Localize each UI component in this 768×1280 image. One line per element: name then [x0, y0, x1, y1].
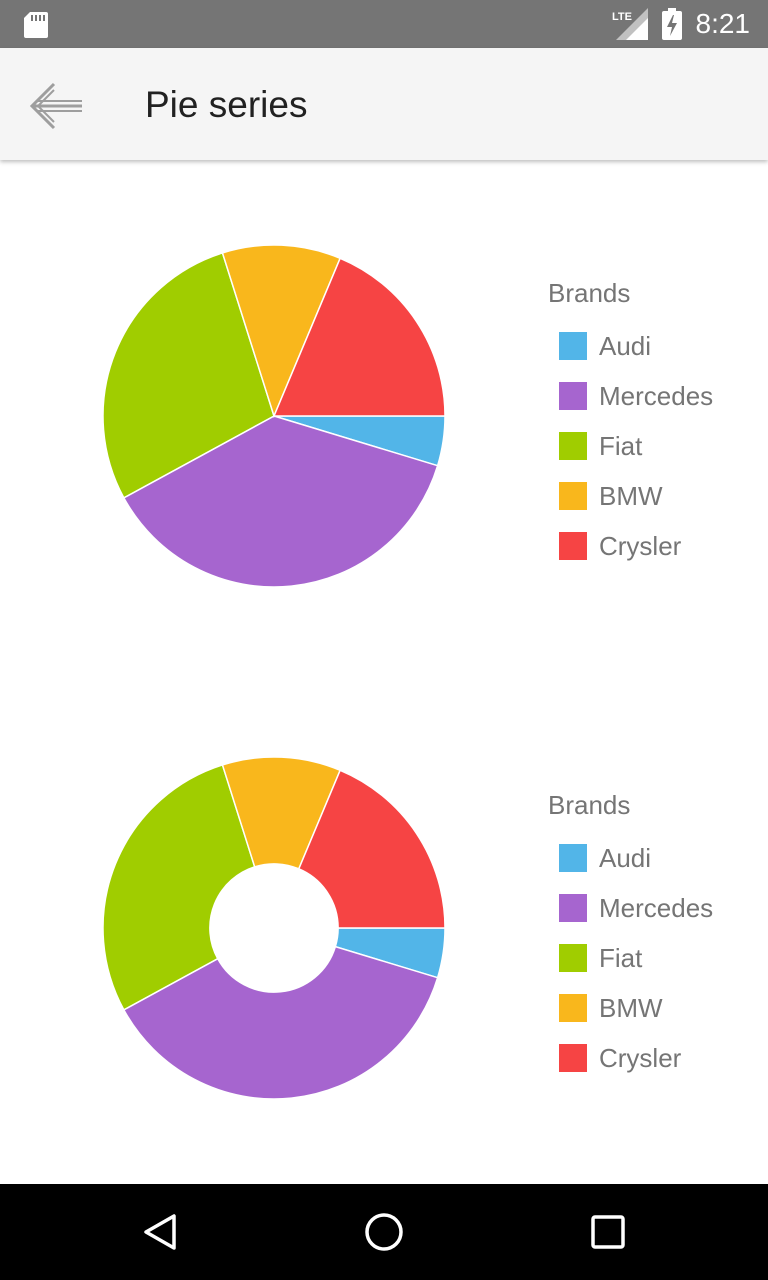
lte-signal-icon: LTE	[612, 8, 648, 40]
legend-item-fiat: Fiat	[548, 421, 713, 471]
page-title: Pie series	[145, 84, 308, 125]
legend-swatch	[559, 844, 587, 872]
pie-slice-bmw[interactable]	[221, 244, 342, 419]
legend-title: Brands	[548, 278, 631, 308]
legend-label: Audi	[599, 842, 652, 873]
nav-recents-icon[interactable]	[584, 1208, 632, 1256]
nav-home-icon[interactable]	[360, 1208, 408, 1256]
legend-label: Audi	[599, 330, 652, 361]
legend-swatch	[559, 382, 587, 410]
legend-title: Brands	[548, 790, 631, 820]
donut-chart: Brands Audi Mercedes Fiat BMW Crysler	[0, 672, 768, 1184]
legend-label: BMW	[599, 992, 663, 1023]
pie-slice-crysler[interactable]	[272, 257, 446, 417]
app-bar: Pie series	[0, 48, 768, 160]
sd-card-icon	[24, 12, 48, 38]
legend-swatch	[559, 332, 587, 360]
pie-slice-mercedes[interactable]	[122, 945, 439, 1100]
chart-legend: Brands Audi Mercedes Fiat BMW Crysler	[548, 790, 713, 1083]
legend-label: Crysler	[599, 1042, 682, 1073]
legend-swatch	[559, 944, 587, 972]
legend-label: Crysler	[599, 530, 682, 561]
legend-swatch	[559, 432, 587, 460]
navigation-bar	[0, 1184, 768, 1280]
back-arrow-icon[interactable]	[28, 80, 84, 132]
battery-charging-icon	[661, 8, 682, 40]
legend-label: Mercedes	[599, 892, 714, 923]
legend-swatch	[559, 994, 587, 1022]
legend-item-bmw: BMW	[548, 983, 713, 1033]
legend-item-mercedes: Mercedes	[548, 371, 713, 421]
legend-item-bmw: BMW	[548, 471, 713, 521]
legend-item-mercedes: Mercedes	[548, 883, 713, 933]
legend-item-audi: Audi	[548, 321, 713, 371]
pie-chart-svg	[102, 244, 446, 588]
legend-label: Mercedes	[599, 380, 714, 411]
donut-chart-svg	[102, 756, 446, 1100]
legend-item-crysler: Crysler	[548, 1033, 713, 1083]
legend-swatch	[559, 1044, 587, 1072]
pie-chart: Brands Audi Mercedes Fiat BMW Crysler	[0, 160, 768, 672]
legend-label: Fiat	[599, 430, 643, 461]
clock: 8:21	[695, 8, 751, 39]
legend-label: Fiat	[599, 942, 643, 973]
legend-swatch	[559, 894, 587, 922]
pie-slice-crysler[interactable]	[297, 769, 446, 929]
legend-label: BMW	[599, 480, 663, 511]
nav-back-icon[interactable]	[136, 1208, 184, 1256]
lte-label: LTE	[612, 11, 632, 23]
pie-slice-fiat[interactable]	[102, 764, 256, 1011]
legend-swatch	[559, 482, 587, 510]
legend-item-fiat: Fiat	[548, 933, 713, 983]
legend-swatch	[559, 532, 587, 560]
legend-item-crysler: Crysler	[548, 521, 713, 571]
chart-legend: Brands Audi Mercedes Fiat BMW Crysler	[548, 278, 713, 571]
status-bar: LTE 8:21	[0, 0, 768, 48]
pie-slice-mercedes[interactable]	[122, 415, 439, 588]
pie-slice-bmw[interactable]	[221, 756, 342, 870]
pie-slice-fiat[interactable]	[102, 252, 275, 499]
legend-item-audi: Audi	[548, 833, 713, 883]
